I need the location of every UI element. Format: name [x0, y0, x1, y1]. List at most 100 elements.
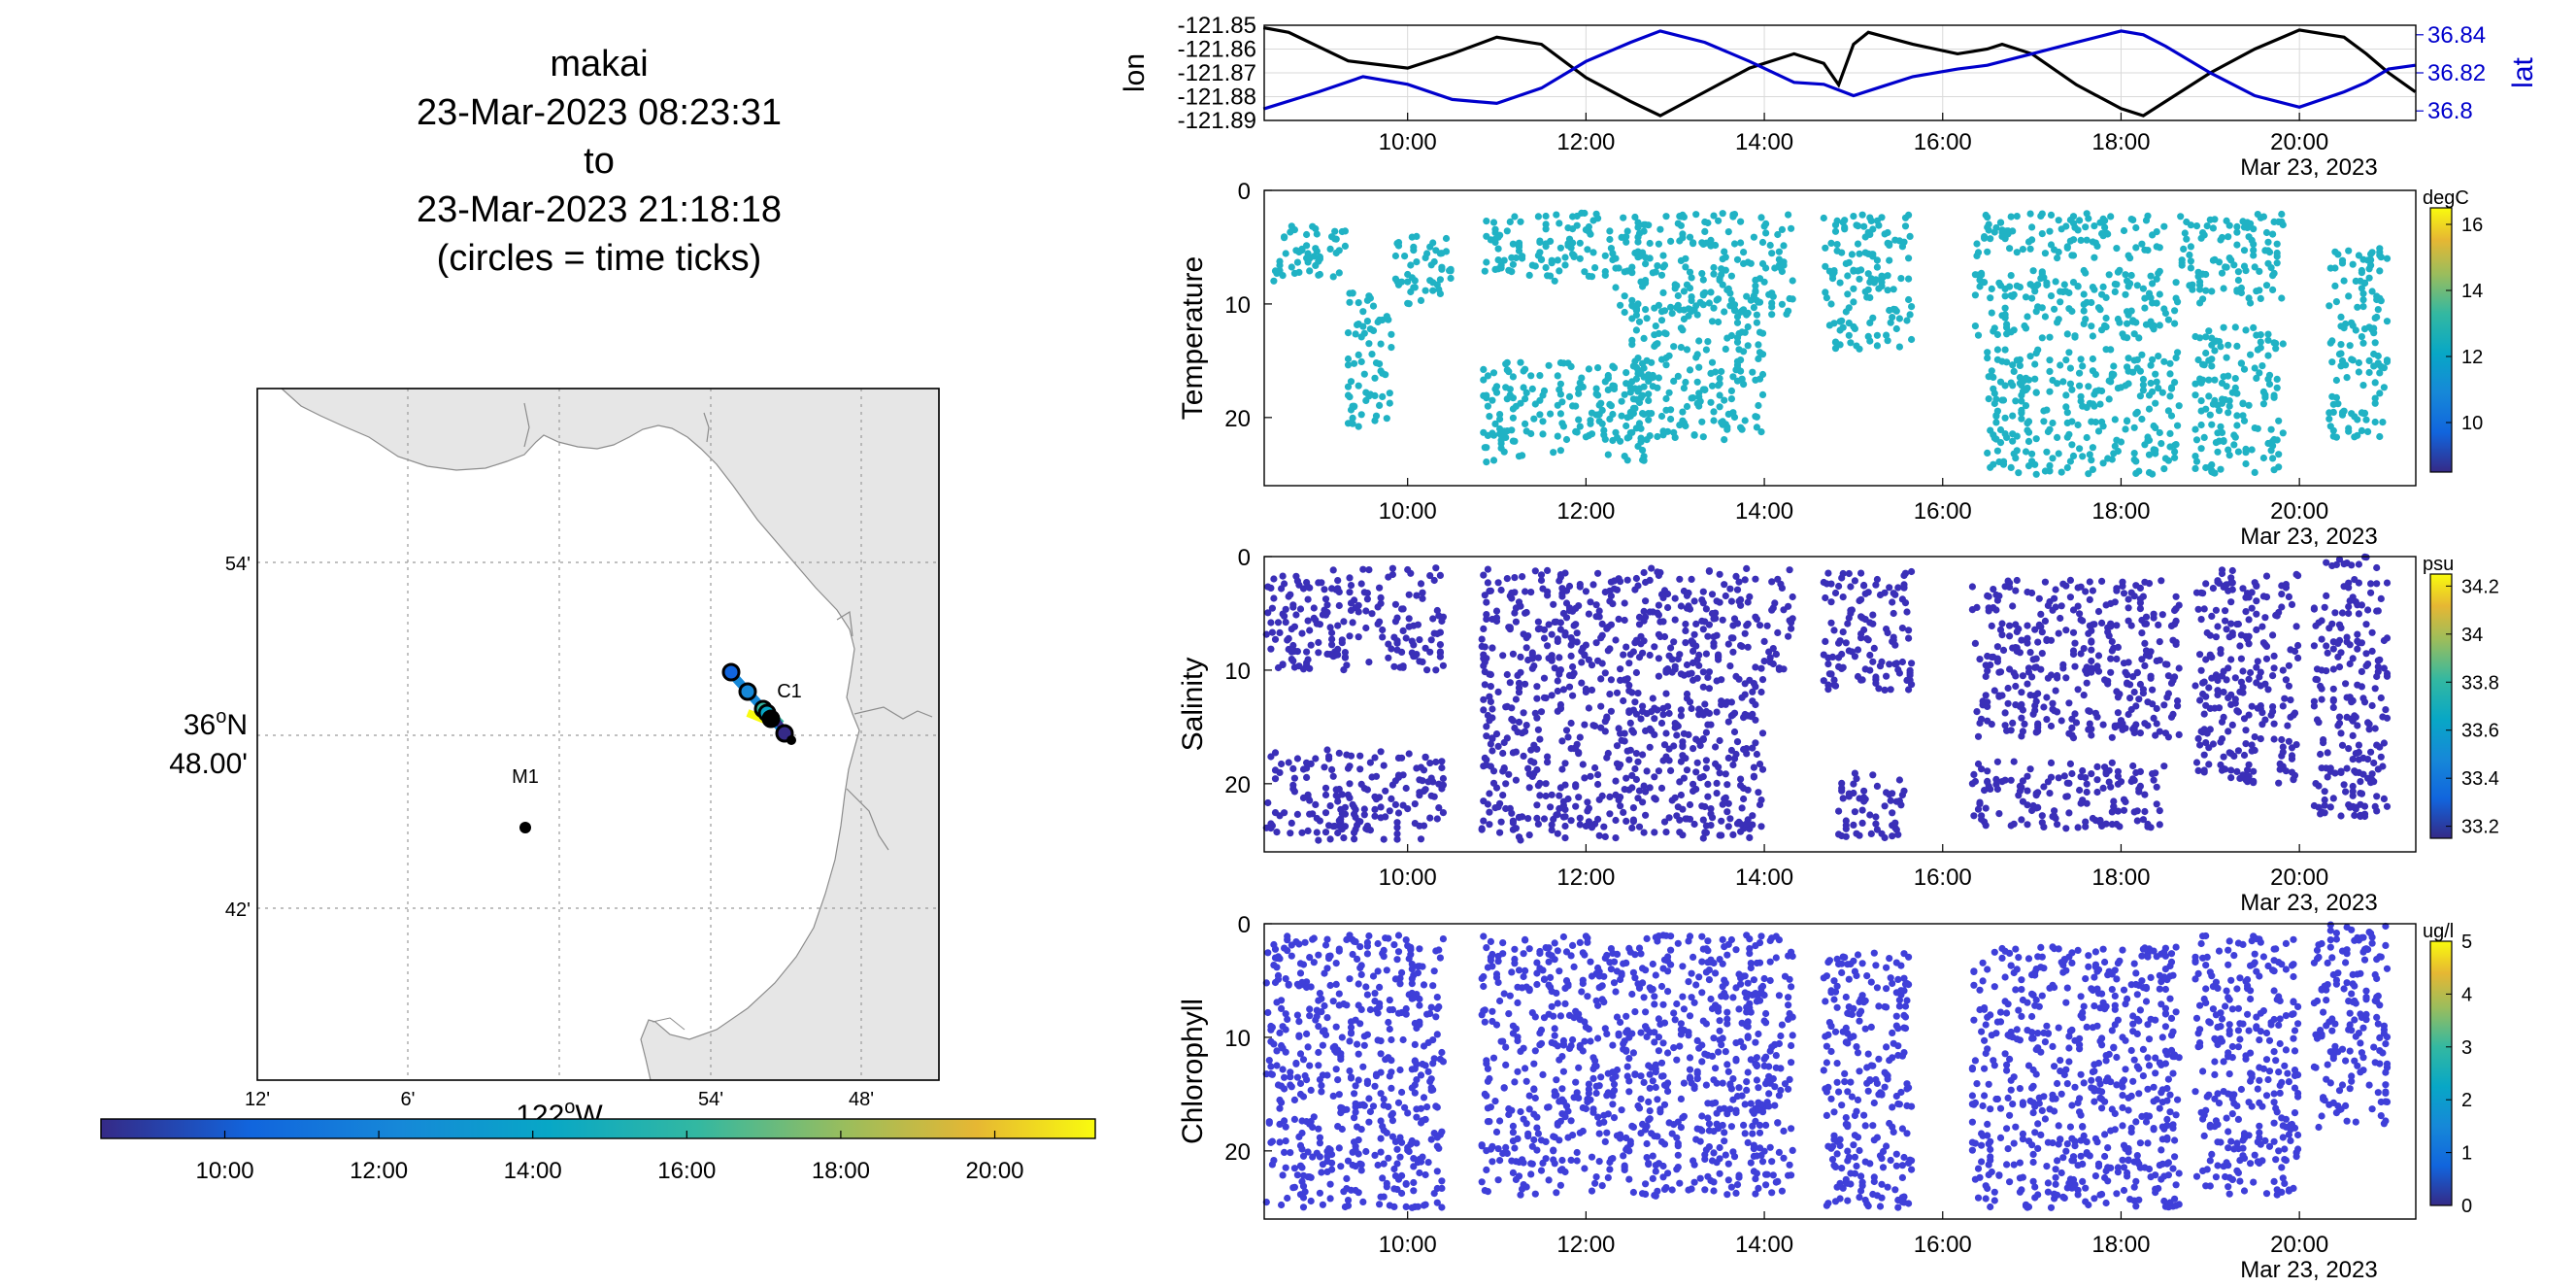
chlorophyll-sample-point [1416, 945, 1423, 953]
temperature-sample-point [1690, 431, 1698, 439]
chlorophyll-sample-point [1321, 969, 1328, 977]
salinity-sample-point [2113, 587, 2121, 594]
temperature-sample-point [1383, 415, 1390, 423]
salinity-sample-point [1499, 792, 1507, 799]
chlorophyll-sample-point [1319, 1041, 1326, 1049]
salinity-sample-point [1379, 626, 1387, 634]
temperature-sample-point [2046, 425, 2054, 433]
salinity-sample-point [2282, 584, 2290, 592]
temperature-sample-point [1634, 442, 1642, 451]
temperature-sample-point [1316, 270, 1323, 279]
salinity-sample-point [2132, 702, 2140, 710]
temperature-sample-point [2218, 379, 2226, 387]
salinity-sample-point [1900, 584, 1908, 592]
salinity-sample-point [2191, 682, 2199, 690]
temperature-sample-point [1609, 436, 1617, 445]
salinity-sample-point [2355, 741, 2362, 749]
salinity-sample-point [2284, 722, 2292, 729]
temperature-sample-point [1326, 245, 1334, 253]
temperature-sample-point [2250, 252, 2258, 259]
salinity-sample-point [2346, 641, 2354, 649]
salinity-sample-point [1531, 709, 1539, 717]
temperature-sample-point [2082, 223, 2090, 231]
salinity-sample-point [1362, 624, 1370, 632]
salinity-sample-point [2150, 776, 2158, 784]
salinity-sample-point [1480, 571, 1488, 579]
temperature-sample-point [1609, 362, 1617, 370]
temperature-sample-point [2368, 249, 2376, 256]
temperature-sample-point [1850, 285, 1857, 292]
temperature-sample-point [1517, 358, 1524, 366]
salinity-sample-point [2251, 579, 2258, 587]
temperature-sample-point [2240, 365, 2249, 373]
temperature-sample-point [1270, 277, 1278, 285]
temperature-sample-point [1391, 252, 1399, 260]
temperature-sample-point [1737, 218, 1745, 225]
salinity-sample-point [2013, 576, 2021, 585]
temperature-sample-point [2083, 236, 2091, 244]
temperature-sample-point [1702, 239, 1710, 247]
vehicle-track [721, 662, 796, 745]
salinity-sample-point [2141, 639, 2149, 648]
chlorophyll-sample-point [1306, 1012, 1314, 1020]
temperature-sample-point [1758, 351, 1767, 358]
chlorophyll-sample-point [1388, 1109, 1396, 1117]
salinity-sample-point [2343, 764, 2351, 772]
salinity-sample-point [1730, 728, 1739, 736]
temperature-sample-point [1642, 220, 1650, 228]
temperature-sample-point [2156, 322, 2163, 329]
temperature-sample-point [1629, 410, 1637, 418]
salinity-sample-point [1629, 818, 1637, 826]
salinity-sample-point [2294, 641, 2302, 650]
salinity-sample-point [1500, 738, 1508, 747]
salinity-sample-point [2169, 710, 2177, 719]
salinity-sample-point [1844, 620, 1852, 627]
temperature-sample-point [1509, 414, 1517, 422]
salinity-sample-point [1786, 566, 1793, 574]
salinity-sample-point [2364, 661, 2372, 668]
temperature-sample-point [1708, 358, 1717, 366]
temperature-sample-point [2371, 394, 2379, 402]
temperature-sample-point [1861, 249, 1869, 256]
salinity-sample-point [2019, 672, 2026, 680]
temperature-sample-point [1604, 386, 1612, 393]
temperature-sample-point [1996, 425, 2005, 434]
salinity-sample-point [2270, 735, 2278, 743]
temperature-sample-point [2191, 380, 2199, 388]
temperature-sample-point [1878, 272, 1886, 280]
salinity-sample-point [2239, 689, 2247, 696]
salinity-sample-point [1704, 780, 1712, 789]
salinity-sample-point [1839, 569, 1847, 578]
temperature-sample-point [1721, 308, 1728, 316]
temperature-sample-point [1346, 393, 1354, 401]
salinity-sample-point [1713, 790, 1721, 797]
salinity-sample-point [1561, 760, 1569, 767]
salinity-sample-point [1820, 677, 1827, 685]
temperature-sample-point [2018, 397, 2025, 405]
chlorophyll-sample-point [1388, 1084, 1395, 1092]
salinity-sample-point [2335, 556, 2344, 563]
salinity-sample-point [2052, 586, 2059, 593]
temperature-sample-point [1432, 247, 1440, 254]
salinity-sample-point [2348, 715, 2356, 723]
salinity-sample-point [1278, 760, 1286, 768]
salinity-sample-point [1393, 639, 1401, 647]
salinity-sample-point [1741, 680, 1749, 688]
temperature-sample-point [1542, 212, 1550, 220]
temperature-sample-point [2371, 379, 2379, 387]
temperature-sample-point [2273, 240, 2281, 248]
temperature-sample-point [2031, 288, 2039, 295]
temperature-sample-point [2059, 378, 2067, 386]
salinity-sample-point [1484, 579, 1491, 587]
salinity-sample-point [1293, 810, 1301, 819]
chlorophyll-sample-point [1288, 952, 1295, 960]
temperature-sample-point [2269, 286, 2277, 293]
salinity-sample-point [1325, 822, 1333, 830]
salinity-sample-point [1732, 672, 1740, 681]
temperature-sample-point [1752, 276, 1759, 284]
chlorophyll-sample-point [1408, 966, 1416, 973]
salinity-sample-point [1585, 610, 1592, 618]
salinity-sample-point [1517, 653, 1524, 661]
temperature-sample-point [1740, 348, 1748, 356]
temperature-sample-point [1628, 428, 1636, 436]
